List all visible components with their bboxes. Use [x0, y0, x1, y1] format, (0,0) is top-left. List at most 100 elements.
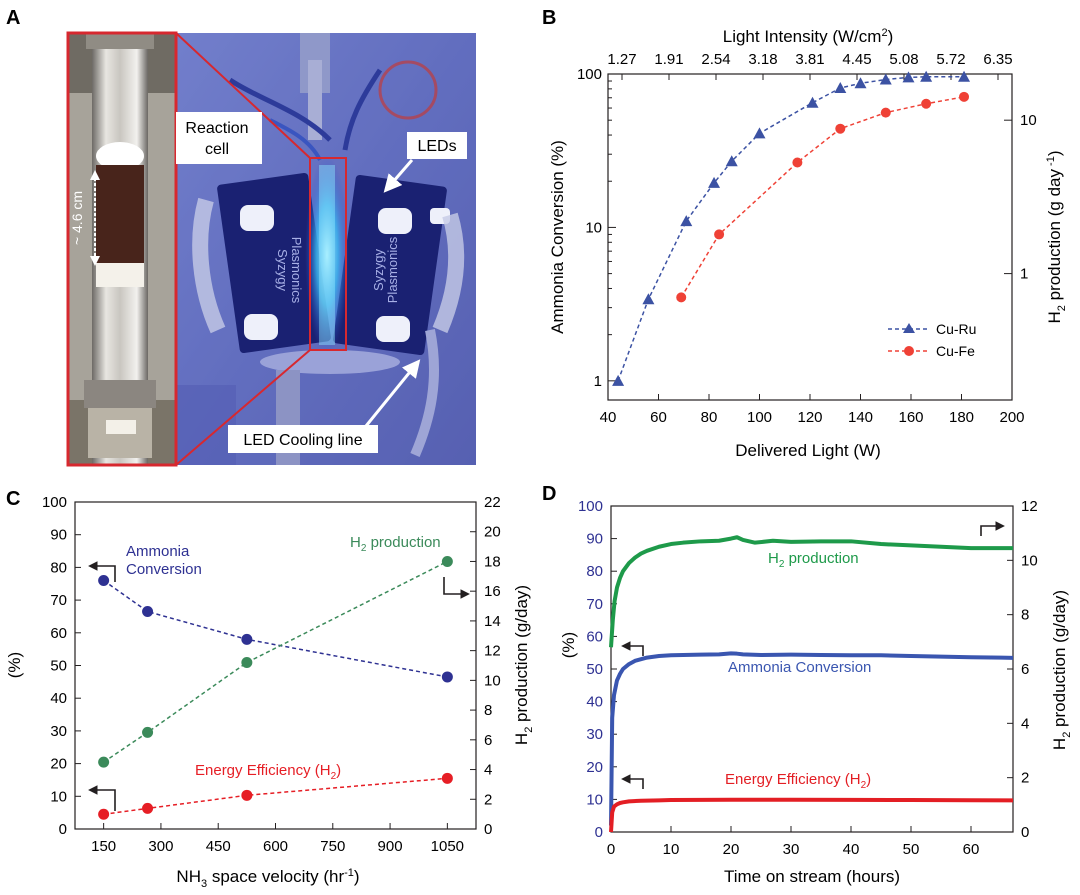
chart-d-xtick-label: 0: [607, 841, 615, 858]
chart-b-point-1: [921, 98, 932, 109]
panel-a-letter: A: [6, 7, 20, 29]
chart-d-y2tick-label: 2: [1021, 770, 1029, 787]
chart-c-xtick-label: 150: [91, 838, 116, 855]
chart-c-series: [98, 555, 453, 820]
scale-label: ~ 4.6 cm: [69, 191, 85, 245]
chart-c-y2tick-label: 14: [484, 613, 501, 630]
chart-d-ytick-label: 60: [586, 628, 603, 645]
legend-label-cu-fe: Cu-Fe: [936, 343, 975, 359]
chart-b-xtick-label: 60: [650, 409, 667, 426]
chart-c-xlabel: NH3 space velocity (hr-1): [176, 867, 359, 890]
chart-c-y2tick-label: 6: [484, 732, 492, 749]
chart-d-y2tick-label: 4: [1021, 715, 1029, 732]
reaction-cell-label-1: Reaction: [185, 120, 248, 137]
chart-b-point-0: [879, 73, 892, 85]
chart-b-ytick-label: 1: [594, 373, 602, 390]
chart-b-x2tick-label: 5.08: [889, 51, 918, 68]
chart-d-xtick-label: 40: [843, 841, 860, 858]
chart-b-point-0: [612, 374, 625, 386]
chart-c-point-0: [98, 574, 110, 586]
chart-d-right-axis: 0 2 4 6 8 10 12: [1007, 498, 1038, 841]
chart-b-point-0: [708, 176, 721, 188]
chart-c-point-2: [441, 772, 453, 784]
chart-d-ytick-label: 50: [586, 661, 603, 678]
chart-c-ytick-label: 10: [50, 788, 67, 805]
chart-c-y2tick-label: 2: [484, 791, 492, 808]
chart-d-line-2: [609, 797, 1014, 833]
chart-b-point-1: [792, 157, 803, 168]
brand-label-left-1: Syzygy: [275, 249, 290, 291]
chart-d-ytick-label: 20: [586, 759, 603, 776]
chart-b-ytick-label: 10: [585, 219, 602, 236]
chart-c-line-1: [103, 560, 448, 763]
chart-d-xtick-label: 60: [963, 841, 980, 858]
chart-c-y2tick-label: 8: [484, 702, 492, 719]
chart-b-x2tick-label: 3.81: [795, 51, 824, 68]
chart-c-y2tick-label: 18: [484, 553, 501, 570]
chart-b-point-0: [902, 71, 915, 83]
chart-d-xtick-label: 50: [903, 841, 920, 858]
chart-c-xtick-label: 1050: [431, 838, 464, 855]
chart-b-point-0: [680, 215, 693, 227]
chart-c-point-0: [142, 606, 154, 618]
chart-c-ylabel: (%): [5, 652, 24, 678]
panel-a: A Syzygy Plasmonics Syzygy Plasmonics: [6, 7, 476, 467]
chart-b-xtick-label: 140: [848, 409, 873, 426]
chart-c-xtick-label: 600: [263, 838, 288, 855]
chart-c-point-2: [241, 789, 253, 801]
chart-b-x2tick-label: 3.18: [748, 51, 777, 68]
chart-d-ytick-label: 100: [578, 498, 603, 515]
chart-d-x-axis: 0 10 20 30 40 50 60: [607, 826, 980, 858]
chart-c-y2label: H2 production (g/day): [512, 585, 535, 745]
chart-b-point-0: [834, 82, 847, 94]
chart-c-ytick-label: 0: [59, 821, 67, 838]
chart-d-ytick-label: 40: [586, 694, 603, 711]
chart-d-y2label: H2 production (g/day): [1050, 590, 1073, 750]
chart-d-axis-arrows: [621, 521, 1005, 789]
chart-d-xtick-label: 20: [723, 841, 740, 858]
chart-b-line-0: [617, 75, 965, 382]
chart-b-xtick-label: 120: [797, 409, 822, 426]
chart-d-line-0: [609, 535, 1013, 648]
chart-b-xtick-label: 180: [949, 409, 974, 426]
brand-label-right-2: Plasmonics: [385, 236, 400, 303]
chart-c-point-2: [98, 808, 110, 820]
chart-d-y2tick-label: 0: [1021, 824, 1029, 841]
chart-d-ytick-label: 80: [586, 563, 603, 580]
chart-c-energy-label: Energy Efficiency (H2): [195, 762, 341, 782]
zoom-connectors: [175, 32, 347, 466]
chart-c-ytick-label: 60: [50, 625, 67, 642]
panel-d-letter: D: [542, 483, 556, 505]
chart-c-ammonia-label-1: Ammonia: [126, 543, 190, 560]
chart-b-x2tick-label: 5.72: [936, 51, 965, 68]
chart-b-x2tick-label: 2.54: [701, 51, 730, 68]
chart-b-series: [612, 70, 971, 386]
chart-b-point-1: [835, 123, 846, 134]
chart-b-xtick-label: 200: [999, 409, 1024, 426]
chart-d-h2-label: H2 production: [768, 550, 859, 570]
chart-b-xlabel: Delivered Light (W): [735, 441, 881, 460]
hose-fittings: [240, 205, 450, 342]
chart-b: B 40 60 80 100 120 140 160 180 200 1.27 1.91 2.54 3…: [542, 7, 1068, 460]
chart-d-series: [609, 535, 1014, 833]
chart-c-y2tick-label: 16: [484, 583, 501, 600]
chart-c-y2tick-label: 22: [484, 494, 501, 511]
chart-c-ytick-label: 80: [50, 559, 67, 576]
chart-c-xtick-label: 900: [378, 838, 403, 855]
panel-b-letter: B: [542, 7, 556, 29]
brand-label-left-2: Plasmonics: [289, 237, 304, 304]
chart-b-point-1: [676, 292, 687, 303]
chart-c-point-0: [241, 633, 253, 645]
chart-d-ammonia-label: Ammonia Conversion: [728, 659, 871, 676]
chart-c-y2tick-label: 20: [484, 524, 501, 541]
leds-arrow: [383, 159, 414, 193]
chart-d-ytick-label: 0: [595, 824, 603, 841]
chart-b-point-1: [880, 107, 891, 118]
chart-b-point-0: [642, 293, 655, 305]
chart-c-point-1: [241, 657, 253, 669]
chart-c-xtick-label: 300: [148, 838, 173, 855]
chart-b-x2label: Light Intensity (W/cm2): [723, 27, 894, 46]
chart-c-ytick-label: 20: [50, 756, 67, 773]
